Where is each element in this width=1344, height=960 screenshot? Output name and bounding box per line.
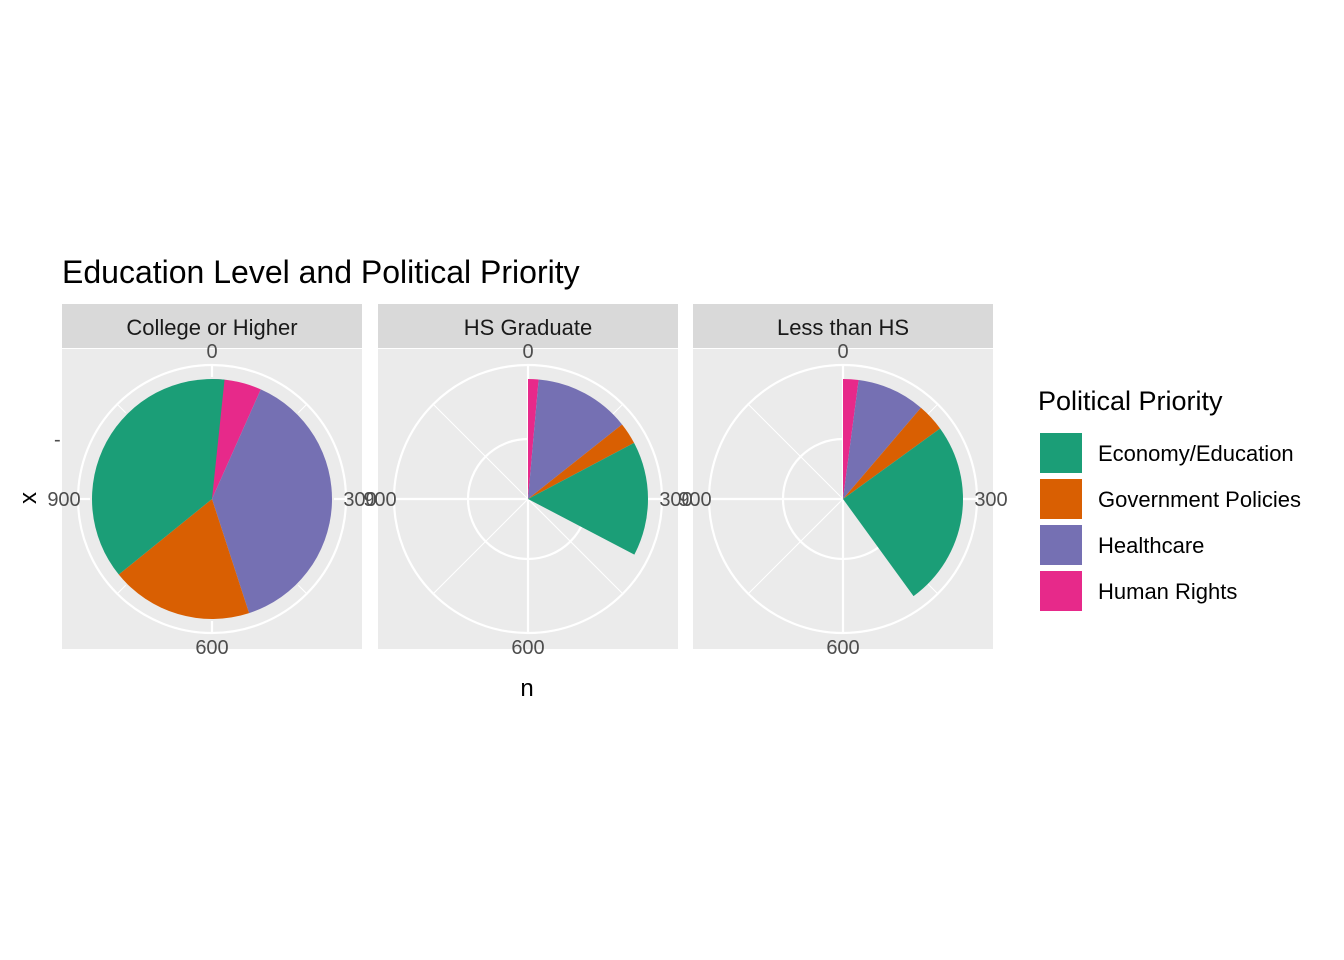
polar-grid <box>707 363 979 635</box>
facet-strip <box>62 304 362 348</box>
legend-key <box>1038 477 1084 521</box>
legend-key <box>1038 431 1084 475</box>
pie-slice <box>843 379 859 499</box>
legend-label: Economy/Education <box>1098 441 1294 466</box>
facet-strip-label: College or Higher <box>126 315 297 340</box>
facet-strip-label: Less than HS <box>777 315 909 340</box>
pie-slice <box>92 379 225 575</box>
pie-slice <box>843 428 964 597</box>
polar-grid <box>76 363 348 635</box>
legend-key <box>1038 523 1084 567</box>
legend-label: Government Policies <box>1098 487 1301 512</box>
theta-tick-label: 900 <box>47 489 80 511</box>
legend: Political Priority Economy/Education Gove… <box>1038 386 1301 613</box>
theta-tick-label: 600 <box>195 637 228 659</box>
legend-label: Healthcare <box>1098 533 1204 558</box>
legend-title: Political Priority <box>1038 386 1223 416</box>
pie-slice <box>528 379 539 499</box>
pie-slice <box>212 389 332 614</box>
legend-label: Human Rights <box>1098 579 1237 604</box>
pie-slice <box>843 407 941 499</box>
legend-key <box>1038 569 1084 613</box>
pie-slice <box>843 380 921 499</box>
x-axis-title: n <box>520 675 533 702</box>
theta-tick-label: 900 <box>363 489 396 511</box>
pie-slice <box>118 499 250 619</box>
facet-panel: Less than HS0 300 600 900 <box>678 304 1008 659</box>
slices <box>528 379 648 555</box>
pie-slice <box>528 424 635 499</box>
theta-tick-label: 0 <box>837 341 848 363</box>
legend-items: Economy/Education Government Policies Heal… <box>1038 431 1301 613</box>
facet-strip <box>378 304 678 348</box>
facet-strip-label: HS Graduate <box>464 315 592 340</box>
slices <box>843 379 964 597</box>
theta-tick-label: 0 <box>522 341 533 363</box>
facet-strip <box>693 304 993 348</box>
theta-tick-label: 600 <box>511 637 544 659</box>
theta-tick-label: 300 <box>659 489 692 511</box>
y-axis-tick: - <box>54 429 61 451</box>
theta-tick-label: 300 <box>974 489 1007 511</box>
slices <box>92 379 332 619</box>
y-axis-title: x <box>15 492 42 504</box>
theta-tick-label: 600 <box>826 637 859 659</box>
chart-title: Education Level and Political Priority <box>62 254 580 290</box>
theta-tick-label: 300 <box>343 489 376 511</box>
pie-slice <box>212 379 261 499</box>
theta-tick-label: 900 <box>678 489 711 511</box>
theta-tick-label: 0 <box>206 341 217 363</box>
pie-slice <box>528 379 623 499</box>
pie-slice <box>528 442 648 555</box>
